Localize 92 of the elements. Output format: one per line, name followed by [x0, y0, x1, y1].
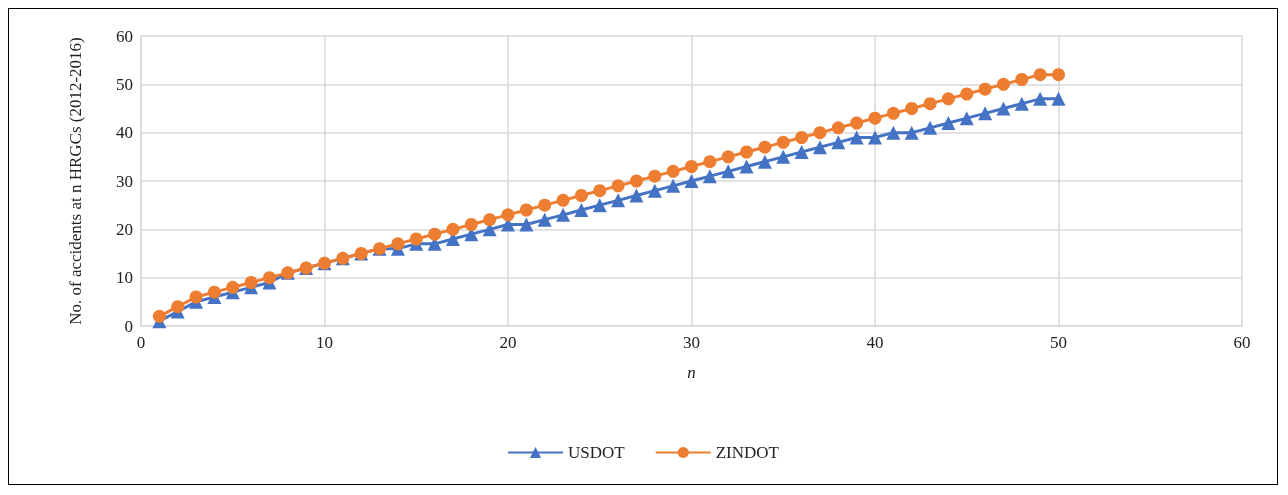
point — [868, 130, 882, 145]
point — [941, 116, 956, 130]
point — [556, 207, 571, 222]
point — [262, 271, 276, 285]
point — [519, 203, 533, 217]
legend-label: ZINDOT — [715, 443, 780, 462]
point — [648, 169, 662, 183]
point — [886, 125, 901, 140]
y-tick-label: 0 — [124, 316, 133, 336]
legend-label: USDOT — [568, 443, 626, 462]
point — [592, 198, 607, 213]
point — [960, 87, 974, 101]
x-tick-label: 30 — [683, 333, 700, 352]
point — [721, 150, 735, 164]
point — [721, 164, 736, 179]
point — [611, 179, 625, 193]
point — [593, 184, 607, 198]
x-tick-label: 0 — [136, 333, 146, 352]
point — [666, 164, 680, 178]
point — [647, 183, 662, 198]
y-tick-label: 10 — [116, 268, 133, 288]
point — [757, 154, 772, 169]
point — [537, 212, 552, 227]
x-tick-label: 10 — [316, 333, 333, 352]
x-axis-title: n — [687, 363, 696, 382]
point — [1033, 68, 1047, 82]
point — [574, 203, 589, 217]
point — [428, 227, 442, 241]
point — [794, 145, 809, 159]
point — [189, 290, 203, 304]
point — [739, 159, 754, 174]
y-tick-label: 50 — [116, 74, 133, 94]
point — [849, 130, 864, 145]
point — [831, 135, 846, 150]
point — [483, 213, 497, 227]
point — [941, 92, 955, 106]
point — [776, 135, 790, 149]
point — [152, 309, 166, 323]
point — [611, 193, 626, 208]
point — [923, 120, 938, 135]
point — [226, 280, 240, 294]
point — [666, 178, 681, 193]
point — [244, 276, 258, 289]
point — [464, 218, 478, 231]
point — [1052, 68, 1065, 82]
point — [207, 285, 221, 299]
point — [703, 155, 717, 169]
point — [813, 126, 827, 140]
point — [685, 160, 698, 173]
point — [831, 121, 845, 135]
y-tick-label: 40 — [116, 123, 133, 143]
point — [1015, 73, 1029, 86]
point — [1051, 91, 1066, 106]
point — [758, 140, 772, 154]
y-tick-label: 60 — [116, 26, 133, 46]
point — [409, 232, 423, 246]
point — [574, 189, 588, 202]
point — [171, 300, 185, 314]
point — [978, 82, 992, 96]
point — [978, 106, 993, 121]
point — [501, 208, 515, 222]
point — [795, 131, 809, 144]
point — [812, 140, 827, 155]
point — [868, 111, 882, 125]
point — [740, 145, 754, 159]
point — [850, 116, 864, 130]
x-tick-label: 40 — [866, 333, 884, 352]
y-tick-label: 20 — [116, 219, 133, 239]
point — [538, 198, 552, 212]
point — [556, 193, 570, 207]
point — [904, 125, 919, 140]
point — [923, 97, 937, 111]
x-tick-label: 60 — [1233, 333, 1251, 352]
point — [684, 174, 699, 188]
point — [629, 188, 644, 203]
point — [446, 222, 460, 236]
point — [391, 237, 405, 251]
point — [886, 106, 900, 120]
point — [996, 77, 1010, 91]
point — [1014, 96, 1029, 111]
point — [519, 217, 534, 232]
y-tick-label: 30 — [116, 171, 133, 191]
point — [959, 111, 974, 126]
point — [702, 169, 717, 184]
point — [629, 174, 643, 188]
point — [776, 149, 791, 164]
x-tick-label: 50 — [1050, 333, 1067, 352]
x-tick-label: 20 — [499, 333, 517, 352]
point — [996, 101, 1011, 116]
point — [1033, 91, 1048, 106]
y-axis-title: No. of accidents at n HRGCs (2012-2016) — [65, 37, 85, 325]
point — [905, 102, 919, 115]
